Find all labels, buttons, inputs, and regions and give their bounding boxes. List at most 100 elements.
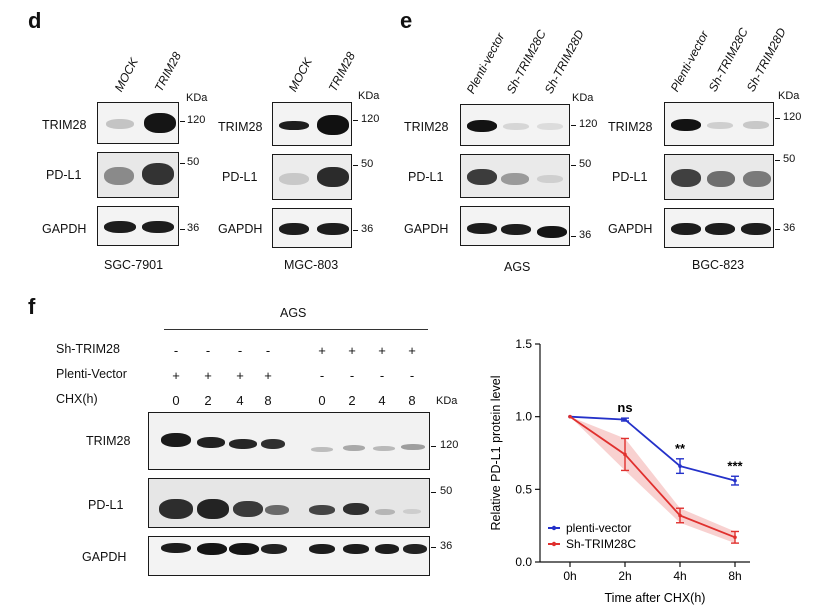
- row-label: GAPDH: [82, 550, 127, 564]
- condition-label: Sh-TRIM28: [56, 342, 120, 356]
- band: [403, 544, 427, 554]
- band: [375, 509, 395, 515]
- legend-label: Sh-TRIM28C: [566, 537, 636, 551]
- band: [317, 115, 349, 135]
- condition-value: +: [408, 343, 416, 358]
- cell-line-label: MGC-803: [284, 258, 339, 272]
- marker-tick: [353, 120, 358, 121]
- band: [503, 123, 529, 130]
- blot-trim28: [97, 102, 179, 144]
- band: [159, 499, 193, 519]
- blot-gapdh: [148, 536, 430, 576]
- band: [279, 223, 309, 235]
- legend-label: plenti-vector: [566, 521, 631, 535]
- condition-value: -: [409, 368, 415, 383]
- band: [501, 224, 531, 235]
- condition-value: 2: [348, 393, 356, 408]
- y-tick-label: 0.5: [515, 482, 532, 496]
- cell-line-label: AGS: [504, 260, 531, 274]
- marker-label: 50: [440, 485, 453, 497]
- band: [197, 543, 227, 555]
- band: [467, 223, 497, 234]
- band: [161, 543, 191, 553]
- cell-line-label: AGS: [280, 306, 307, 320]
- blot-trim28: [664, 102, 774, 146]
- band: [144, 113, 176, 133]
- data-point: [733, 535, 737, 540]
- band: [261, 544, 287, 554]
- x-axis-label: Time after CHX(h): [605, 591, 706, 605]
- row-label: PD-L1: [46, 168, 82, 182]
- kda-label: KDa: [186, 92, 208, 104]
- condition-value: +: [378, 343, 386, 358]
- lane-label: MOCK: [111, 55, 141, 94]
- row-label: PD-L1: [88, 498, 124, 512]
- panel-letter-f: f: [28, 294, 36, 319]
- marker-label: 50: [783, 153, 796, 165]
- marker-label: 36: [783, 222, 796, 234]
- condition-value: 8: [408, 393, 416, 408]
- lane-label: Sh-TRIM28D: [541, 27, 587, 97]
- condition-value: -: [205, 343, 211, 358]
- marker-label: 36: [440, 540, 453, 552]
- marker-tick: [353, 165, 358, 166]
- band: [142, 163, 174, 185]
- kda-label: KDa: [436, 395, 458, 407]
- y-axis-label: Relative PD-L1 protein level: [489, 376, 503, 531]
- condition-value: -: [319, 368, 325, 383]
- row-label: TRIM28: [86, 434, 131, 448]
- condition-value: +: [204, 368, 212, 383]
- marker-tick: [431, 547, 436, 548]
- band: [197, 437, 225, 448]
- band: [317, 167, 349, 187]
- blot-pdl1: [148, 478, 430, 528]
- lane-label: Sh-TRIM28D: [743, 25, 789, 95]
- marker-label: 50: [361, 158, 374, 170]
- condition-value: +: [318, 343, 326, 358]
- marker-tick: [180, 163, 185, 164]
- marker-label: 120: [361, 113, 380, 125]
- condition-value: -: [237, 343, 243, 358]
- band: [467, 120, 497, 132]
- data-point: [678, 464, 682, 468]
- marker-tick: [775, 118, 780, 119]
- band: [743, 171, 771, 187]
- condition-label: CHX(h): [56, 392, 98, 406]
- marker-tick: [775, 229, 780, 230]
- cell-line-label: SGC-7901: [104, 258, 164, 272]
- band: [373, 446, 395, 451]
- condition-value: +: [236, 368, 244, 383]
- cell-line-label: BGC-823: [692, 258, 745, 272]
- band: [537, 123, 563, 130]
- pdl1-stability-chart: 0.0 0.5 1.0 1.5 0h 2h 4h 8h Time after CHX(h) Rel…: [489, 337, 750, 605]
- marker-label: 120: [187, 114, 206, 126]
- condition-value: 0: [318, 393, 326, 408]
- marker-tick: [775, 160, 780, 161]
- marker-tick: [180, 121, 185, 122]
- kda-label: KDa: [572, 92, 594, 104]
- band: [229, 543, 259, 555]
- blot-gapdh: [664, 208, 774, 248]
- condition-value: +: [172, 368, 180, 383]
- marker-tick: [180, 229, 185, 230]
- band: [375, 544, 399, 554]
- condition-value: 4: [236, 393, 244, 408]
- row-label: TRIM28: [404, 120, 449, 134]
- band: [161, 433, 191, 447]
- band: [229, 439, 257, 449]
- significance-label: ns: [617, 400, 632, 415]
- band: [707, 122, 733, 129]
- row-label: TRIM28: [608, 120, 653, 134]
- lane-label: TRIM28: [151, 49, 185, 94]
- band: [743, 121, 769, 129]
- panel-letter-d: d: [28, 8, 42, 33]
- row-label: PD-L1: [612, 170, 648, 184]
- band: [671, 119, 701, 131]
- marker-label: 120: [579, 118, 598, 130]
- condition-value: +: [264, 368, 272, 383]
- condition-value: 2: [204, 393, 212, 408]
- row-label: PD-L1: [222, 170, 258, 184]
- band: [343, 503, 369, 515]
- y-tick-label: 0.0: [515, 555, 532, 569]
- blot-gapdh: [460, 206, 570, 246]
